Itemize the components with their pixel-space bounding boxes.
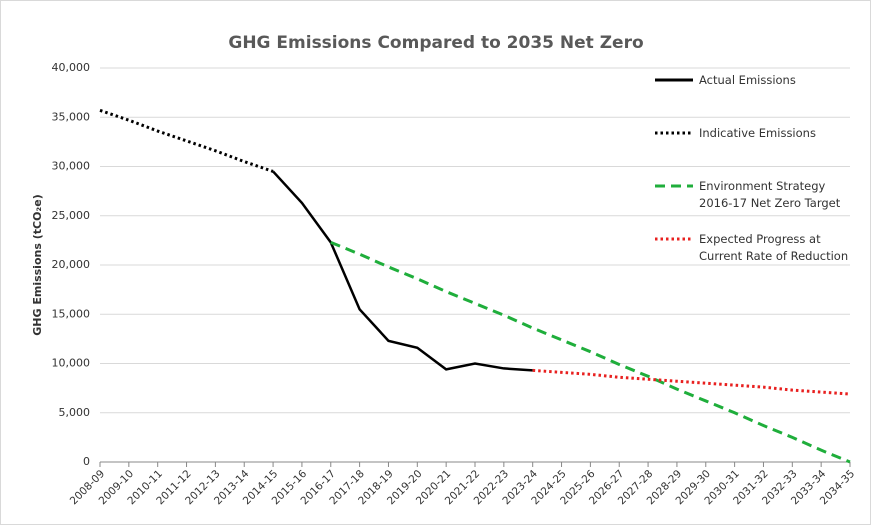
y-tick-label: 35,000 bbox=[52, 110, 91, 123]
legend-swatch bbox=[655, 237, 693, 241]
y-tick-label: 0 bbox=[83, 455, 90, 468]
legend-swatch bbox=[655, 78, 693, 82]
series-line bbox=[272, 170, 533, 372]
legend-label: Actual Emissions bbox=[699, 73, 796, 87]
legend-label: Environment Strategy 2016-17 Net Zero Ta… bbox=[699, 179, 841, 210]
legend-label: Expected Progress at Current Rate of Red… bbox=[699, 232, 849, 263]
legend-entry: Actual Emissions bbox=[655, 72, 865, 125]
y-axis-label: GHG Emissions (tCO₂e) bbox=[31, 194, 44, 336]
legend: Actual Emissions Indicative Emissions Envi… bbox=[655, 72, 865, 284]
y-tick-label: 40,000 bbox=[52, 61, 91, 74]
y-tick-label: 15,000 bbox=[52, 307, 91, 320]
series-line bbox=[330, 240, 851, 464]
legend-entry: Expected Progress at Current Rate of Red… bbox=[655, 231, 865, 284]
y-tick-label: 25,000 bbox=[52, 209, 91, 222]
legend-entry: Environment Strategy 2016-17 Net Zero Ta… bbox=[655, 178, 865, 231]
y-tick-label: 20,000 bbox=[52, 258, 91, 271]
y-tick-label: 30,000 bbox=[52, 160, 91, 173]
y-tick-label: 5,000 bbox=[59, 406, 91, 419]
y-tick-label: 10,000 bbox=[52, 357, 91, 370]
legend-swatch bbox=[655, 184, 693, 188]
series-line bbox=[532, 368, 851, 396]
chart-title: GHG Emissions Compared to 2035 Net Zero bbox=[228, 33, 643, 53]
legend-entry: Indicative Emissions bbox=[655, 125, 865, 178]
legend-label: Indicative Emissions bbox=[699, 126, 816, 140]
legend-swatch bbox=[655, 131, 693, 135]
